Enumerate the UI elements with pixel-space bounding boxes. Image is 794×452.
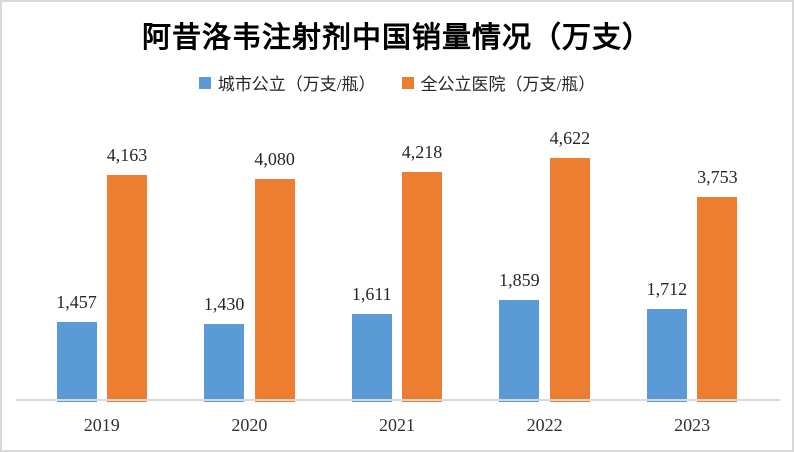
bar-city-public: [646, 309, 687, 402]
bar-column-all-public-hospitals: 4,163: [106, 129, 148, 402]
category-group-2023: 1,712 3,753 2023: [618, 129, 766, 435]
bar-all-public-hospitals: [107, 175, 148, 402]
legend-item-all-public-hospitals: 全公立医院（万支/瓶）: [401, 70, 596, 95]
legend: 城市公立（万支/瓶） 全公立医院（万支/瓶）: [2, 70, 792, 95]
data-label-city-public: 1,611: [351, 284, 392, 304]
legend-item-city-public: 城市公立（万支/瓶）: [198, 70, 376, 95]
category-group-2022: 1,859 4,622 2022: [471, 128, 619, 435]
data-label-city-public: 1,712: [646, 279, 688, 299]
data-label-all-public-hospitals: 4,163: [106, 145, 148, 165]
legend-swatch-all-public-hospitals: [401, 76, 414, 89]
x-tick-label: 2023: [674, 415, 711, 435]
bar-column-city-public: 1,859: [499, 129, 540, 402]
plot-area: 1,457 4,163 2019 1,430 4,080 2020 1,611 4,218 20…: [28, 128, 766, 435]
bar-groups: 1,457 4,163 2019 1,430 4,080 2020 1,611 4,218 20…: [28, 128, 766, 435]
data-label-all-public-hospitals: 3,753: [697, 167, 738, 187]
bar-city-public: [351, 314, 392, 402]
bar-column-city-public: 1,611: [351, 129, 392, 402]
data-label-all-public-hospitals: 4,080: [254, 149, 295, 169]
bar-all-public-hospitals: [401, 172, 442, 402]
bar-city-public: [204, 324, 245, 402]
bar-city-public: [56, 322, 97, 402]
bar-column-city-public: 1,457: [56, 129, 97, 402]
x-tick-label: 2019: [83, 415, 120, 435]
bar-all-public-hospitals: [697, 197, 738, 402]
bar-all-public-hospitals: [254, 179, 295, 402]
legend-label-city-public: 城市公立（万支/瓶）: [217, 75, 376, 94]
data-label-city-public: 1,430: [203, 294, 245, 314]
category-group-2020: 1,430 4,080 2020: [176, 129, 324, 435]
category-group-2019: 1,457 4,163 2019: [28, 129, 176, 435]
x-tick-label: 2020: [231, 415, 268, 435]
bar-column-all-public-hospitals: 4,218: [401, 129, 443, 402]
bar-column-all-public-hospitals: 4,622: [549, 128, 591, 402]
x-axis-line: [16, 399, 780, 401]
bar-column-all-public-hospitals: 3,753: [697, 129, 738, 402]
data-label-all-public-hospitals: 4,218: [401, 142, 443, 162]
data-label-all-public-hospitals: 4,622: [549, 128, 591, 148]
legend-label-all-public-hospitals: 全公立医院（万支/瓶）: [420, 75, 596, 94]
bar-all-public-hospitals: [549, 158, 590, 402]
bar-column-city-public: 1,712: [646, 129, 688, 402]
x-tick-label: 2021: [378, 415, 415, 435]
x-tick-label: 2022: [526, 415, 563, 435]
data-label-city-public: 1,859: [499, 270, 540, 290]
bar-column-all-public-hospitals: 4,080: [254, 129, 295, 402]
bar-city-public: [499, 300, 540, 402]
data-label-city-public: 1,457: [56, 292, 97, 312]
bar-column-city-public: 1,430: [203, 129, 245, 402]
category-group-2021: 1,611 4,218 2021: [323, 129, 471, 435]
chart-title: 阿昔洛韦注射剂中国销量情况（万支）: [141, 22, 652, 54]
legend-swatch-city-public: [198, 76, 211, 89]
